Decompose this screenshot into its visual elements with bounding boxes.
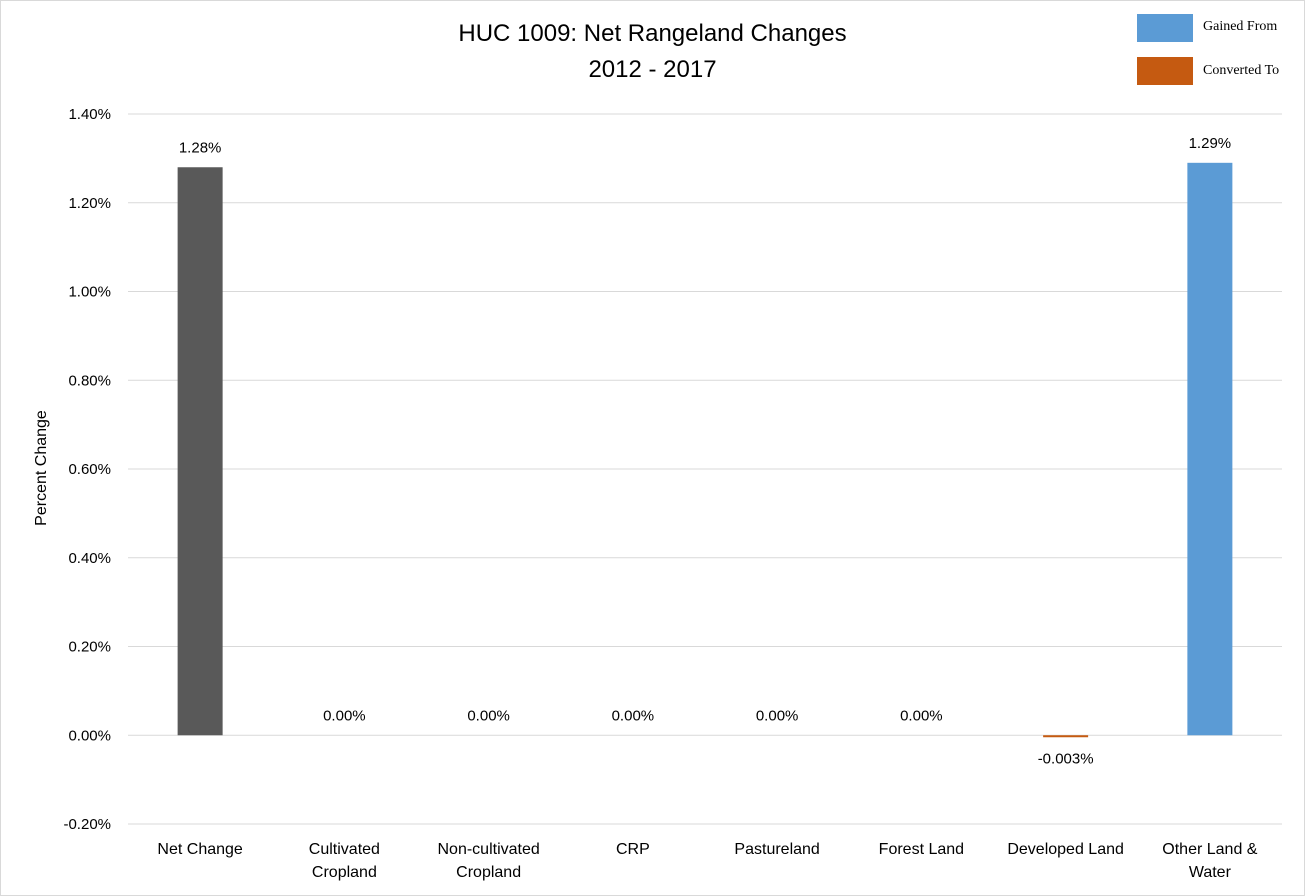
x-tick-label: Net Change	[157, 841, 242, 858]
y-tick-label: 0.40%	[68, 550, 111, 567]
y-tick-label: 0.20%	[68, 639, 111, 656]
bar	[177, 167, 223, 736]
data-label: 1.28%	[179, 139, 222, 156]
legend-swatch-converted-to	[1137, 57, 1193, 85]
data-label: 1.29%	[1189, 135, 1232, 152]
y-tick-label: 1.40%	[68, 106, 111, 123]
data-labels: 1.28% 0.00% 0.00% 0.00% 0.00% 0.00% -0.003% 1.2…	[179, 135, 1231, 767]
data-label: 0.00%	[900, 707, 943, 724]
x-tick-label: Non-cultivated	[437, 841, 539, 858]
y-tick-label: 0.00%	[68, 727, 111, 744]
x-tick-label: Water	[1189, 864, 1232, 881]
chart-subtitle: 2012 - 2017	[588, 56, 717, 83]
y-tick-label: 0.80%	[68, 372, 111, 389]
y-tick-label: 0.60%	[68, 461, 111, 478]
data-label: 0.00%	[323, 707, 366, 724]
x-tick-label: Cropland	[456, 864, 521, 881]
x-tick-label: Cultivated	[309, 841, 380, 858]
data-label: 0.00%	[756, 707, 799, 724]
x-tick-label: Cropland	[312, 864, 377, 881]
y-tick-label: 1.00%	[68, 284, 111, 301]
x-axis-ticks: Net Change Cultivated Cropland Non-cultivat…	[157, 841, 1257, 881]
x-tick-label: Developed Land	[1007, 841, 1124, 858]
y-tick-label: -0.20%	[63, 816, 111, 833]
chart-title: HUC 1009: Net Rangeland Changes	[458, 20, 847, 47]
bars	[177, 162, 1233, 738]
data-label: 0.00%	[467, 707, 510, 724]
legend-swatch-gained-from	[1137, 14, 1193, 42]
x-tick-label: CRP	[616, 841, 650, 858]
bar	[1187, 162, 1233, 736]
legend-label-converted-to: Converted To	[1203, 63, 1280, 78]
data-label: -0.003%	[1038, 750, 1094, 767]
gridlines	[128, 113, 1282, 825]
legend-label-gained-from: Gained From	[1203, 19, 1278, 34]
y-axis-ticks: 1.40% 1.20% 1.00% 0.80% 0.60% 0.40% 0.20% 0.00%…	[63, 106, 111, 833]
y-tick-label: 1.20%	[68, 195, 111, 212]
x-tick-label: Forest Land	[879, 841, 964, 858]
bar	[1043, 735, 1089, 738]
x-tick-label: Pastureland	[734, 841, 819, 858]
data-label: 0.00%	[612, 707, 655, 724]
x-tick-label: Other Land &	[1162, 841, 1258, 858]
